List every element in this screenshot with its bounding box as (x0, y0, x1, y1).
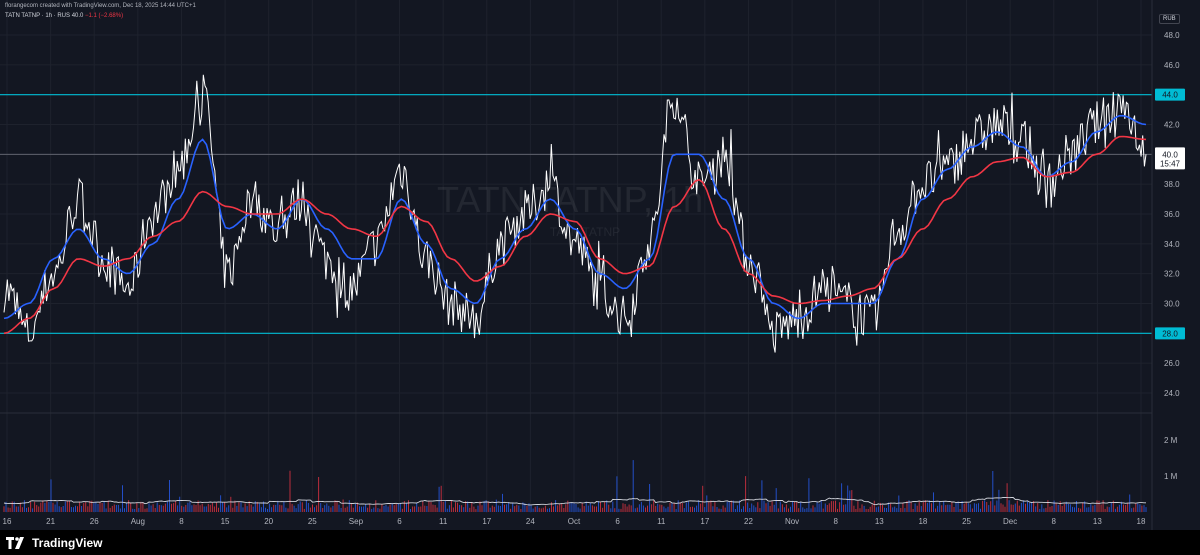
last-value: 40.0 (71, 13, 84, 19)
chart-canvas[interactable]: TATN TATNP, 1h TATN TATNP 48.046.044.042… (0, 0, 1200, 530)
brand-name: TradingView (32, 536, 103, 550)
time-tick-label: 17 (700, 517, 709, 526)
time-tick-label: 20 (264, 517, 273, 526)
volume-pane (3, 460, 1147, 512)
time-tick-label: 13 (1093, 517, 1102, 526)
price-tick-label: 24.0 (1164, 389, 1180, 398)
ma-fast-line (3, 114, 1147, 320)
time-tick-label: 13 (875, 517, 884, 526)
watermark-main: TATN TATNP, 1h (437, 179, 703, 220)
price-tick-label: 48.0 (1164, 31, 1180, 40)
price-tick-label: 38.0 (1164, 180, 1180, 189)
tradingview-logo[interactable]: TradingView (6, 536, 102, 550)
time-tick-label: 25 (308, 517, 317, 526)
time-tick-label: 22 (744, 517, 753, 526)
time-tick-label: Aug (131, 517, 145, 526)
time-tick-label: 8 (1052, 517, 1057, 526)
currency-badge[interactable]: RUB (1159, 14, 1180, 24)
time-tick-label: 8 (179, 517, 184, 526)
time-tick-label: 16 (3, 517, 12, 526)
time-tick-label: 15 (221, 517, 230, 526)
symbol-legend[interactable]: TATN TATNP · 1h · RUS 40.0 −1.1 (−2.68%) (5, 13, 123, 19)
publisher-caption: florangecom created with TradingView.com… (5, 3, 196, 9)
last-price-box (1155, 147, 1185, 170)
price-tick-label: 30.0 (1164, 300, 1180, 309)
symbol-name: TATN TATNP · 1h · RUS (5, 13, 71, 19)
countdown-label: 15:47 (1160, 159, 1181, 168)
time-tick-label: 11 (657, 517, 666, 526)
level-label: 44.0 (1162, 91, 1178, 100)
price-tick-label: 42.0 (1164, 121, 1180, 130)
time-tick-label: Nov (785, 517, 799, 526)
time-tick-label: 8 (833, 517, 838, 526)
time-tick-label: 18 (1137, 517, 1146, 526)
time-tick-label: 26 (90, 517, 99, 526)
time-tick-label: Dec (1003, 517, 1017, 526)
footer-bar: TradingView (0, 530, 1200, 555)
last-price-label: 40.0 (1162, 150, 1178, 159)
volume-tick-label: 1 M (1164, 472, 1178, 481)
price-tick-label: 34.0 (1164, 240, 1180, 249)
level-label-box (1155, 327, 1185, 340)
price-tick-label: 46.0 (1164, 61, 1180, 70)
time-axis[interactable]: 16 21 26 Aug 8 15 20 25 Sep 6 11 17 24 Oct 6 11 17 22 Nov 8… (3, 517, 1146, 526)
price-tick-label: 32.0 (1164, 270, 1180, 279)
level-label: 28.0 (1162, 329, 1178, 338)
grid-layer (0, 0, 1152, 513)
time-tick-label: 17 (482, 517, 491, 526)
time-tick-label: 24 (526, 517, 535, 526)
time-tick-label: 11 (439, 517, 448, 526)
time-tick-label: 6 (397, 517, 402, 526)
time-tick-label: 21 (46, 517, 55, 526)
series-layer (3, 74, 1147, 353)
time-tick-label: 25 (962, 517, 971, 526)
tradingview-icon (6, 537, 24, 549)
time-tick-label: 6 (615, 517, 620, 526)
price-tick-label: 36.0 (1164, 210, 1180, 219)
level-label-box (1155, 88, 1185, 101)
volume-ma-line (3, 496, 1146, 506)
price-axis[interactable]: 48.0 46.0 44.0 42.0 40.0 38.0 36.0 34.0 32.0 30.0… (1155, 31, 1185, 398)
ma-slow-line (3, 135, 1147, 335)
volume-tick-label: 2 M (1164, 436, 1178, 445)
price-change: −1.1 (−2.68%) (85, 13, 124, 19)
time-tick-label: Oct (568, 517, 581, 526)
price-tick-label: 26.0 (1164, 359, 1180, 368)
time-tick-label: Sep (349, 517, 364, 526)
time-tick-label: 18 (918, 517, 927, 526)
volume-axis: 2 M 1 M (1164, 436, 1178, 481)
